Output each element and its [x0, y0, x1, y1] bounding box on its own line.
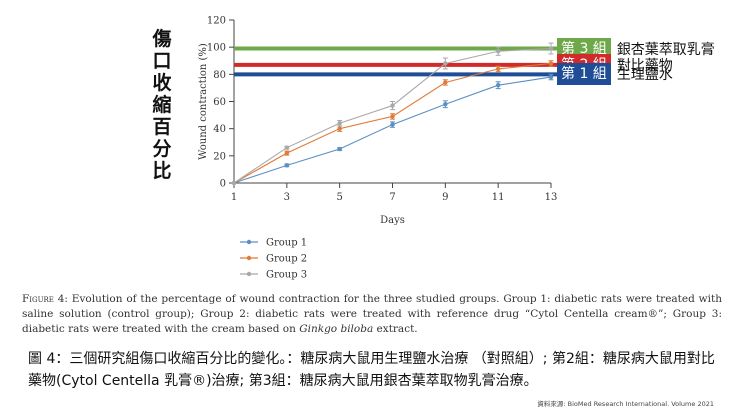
- figure-caption: Figure 4: Evolution of the percentage of…: [22, 292, 722, 337]
- figure-caption-text: Evolution of the percentage of wound con…: [22, 293, 722, 335]
- legend-label: Group 3: [266, 270, 307, 281]
- chinese-label-char: 比: [152, 160, 172, 182]
- y-tick-label: 60: [213, 97, 226, 108]
- chinese-y-axis-label: 傷口收縮百分比: [150, 28, 174, 182]
- chinese-label-char: 收: [152, 72, 172, 94]
- figure-caption-italic: Ginkgo biloba: [299, 323, 374, 335]
- data-point: [284, 163, 290, 168]
- data-point: [443, 102, 448, 107]
- chart-series: [231, 42, 554, 186]
- y-tick-label: 120: [207, 16, 226, 27]
- y-tick-label: 0: [220, 179, 226, 190]
- x-tick-label: 13: [545, 192, 558, 203]
- x-tick-label: 11: [492, 192, 505, 203]
- data-point: [231, 180, 237, 186]
- data-point: [548, 46, 554, 51]
- legend-marker: [246, 239, 252, 245]
- data-point: [337, 126, 342, 131]
- group-1-tag: 第 1 組: [557, 63, 611, 86]
- y-tick-label: 20: [213, 151, 226, 162]
- series-1: [231, 73, 554, 186]
- data-point: [548, 74, 554, 80]
- x-tick-label: 3: [284, 192, 290, 203]
- group-1-description: 生理鹽水: [616, 67, 673, 84]
- series-line: [233, 76, 552, 184]
- data-point: [390, 122, 395, 127]
- figure-caption-label: Figure 4:: [22, 293, 68, 305]
- group-1-label: 第 1 組 生理鹽水: [557, 62, 673, 86]
- chinese-label-char: 傷: [152, 28, 172, 50]
- group-3-description: 銀杏葉萃取乳膏: [616, 41, 715, 58]
- data-point: [495, 83, 501, 88]
- source-note: 資料來源: BioMed Research International. Vol…: [537, 400, 714, 408]
- x-tick-label: 5: [336, 192, 342, 203]
- y-tick-label: 100: [207, 43, 226, 54]
- chart-legend: Group 1 Group 2 Group 3: [240, 238, 307, 281]
- reference-lines: [234, 46, 557, 77]
- data-point: [337, 146, 342, 152]
- figure-caption-end: extract.: [373, 323, 418, 335]
- legend-label: Group 2: [266, 254, 307, 265]
- series-2: [231, 60, 554, 186]
- data-point: [284, 145, 290, 150]
- data-point: [337, 121, 342, 126]
- legend-marker: [246, 255, 252, 261]
- chinese-label-char: 縮: [152, 94, 172, 116]
- data-point: [495, 49, 501, 54]
- y-tick-label: 40: [213, 124, 226, 135]
- data-point: [390, 103, 395, 108]
- chinese-label-char: 百: [152, 116, 172, 138]
- chinese-label-char: 口: [152, 50, 172, 72]
- x-tick-label: 1: [231, 192, 237, 203]
- group-2-description: 對比藥物: [616, 57, 673, 74]
- legend-marker: [246, 271, 252, 277]
- data-point: [443, 80, 448, 85]
- y-tick-label: 80: [213, 70, 226, 81]
- data-point: [443, 61, 448, 66]
- legend-label: Group 1: [266, 238, 307, 249]
- data-point: [548, 61, 554, 66]
- x-tick-label: 7: [389, 192, 395, 203]
- series-3: [231, 42, 554, 186]
- chinese-caption: 圖 4：三個研究組傷口收縮百分比的變化。：糖尿病大鼠用生理鹽水治療 （對照組）;…: [28, 351, 715, 389]
- x-tick-label: 9: [442, 192, 448, 203]
- data-point: [390, 114, 395, 119]
- x-axis-label: Days: [380, 215, 405, 226]
- data-point: [495, 66, 501, 72]
- data-point: [284, 150, 290, 156]
- chinese-label-char: 分: [152, 138, 172, 160]
- y-axis-label: Wound contraction (%): [198, 43, 209, 160]
